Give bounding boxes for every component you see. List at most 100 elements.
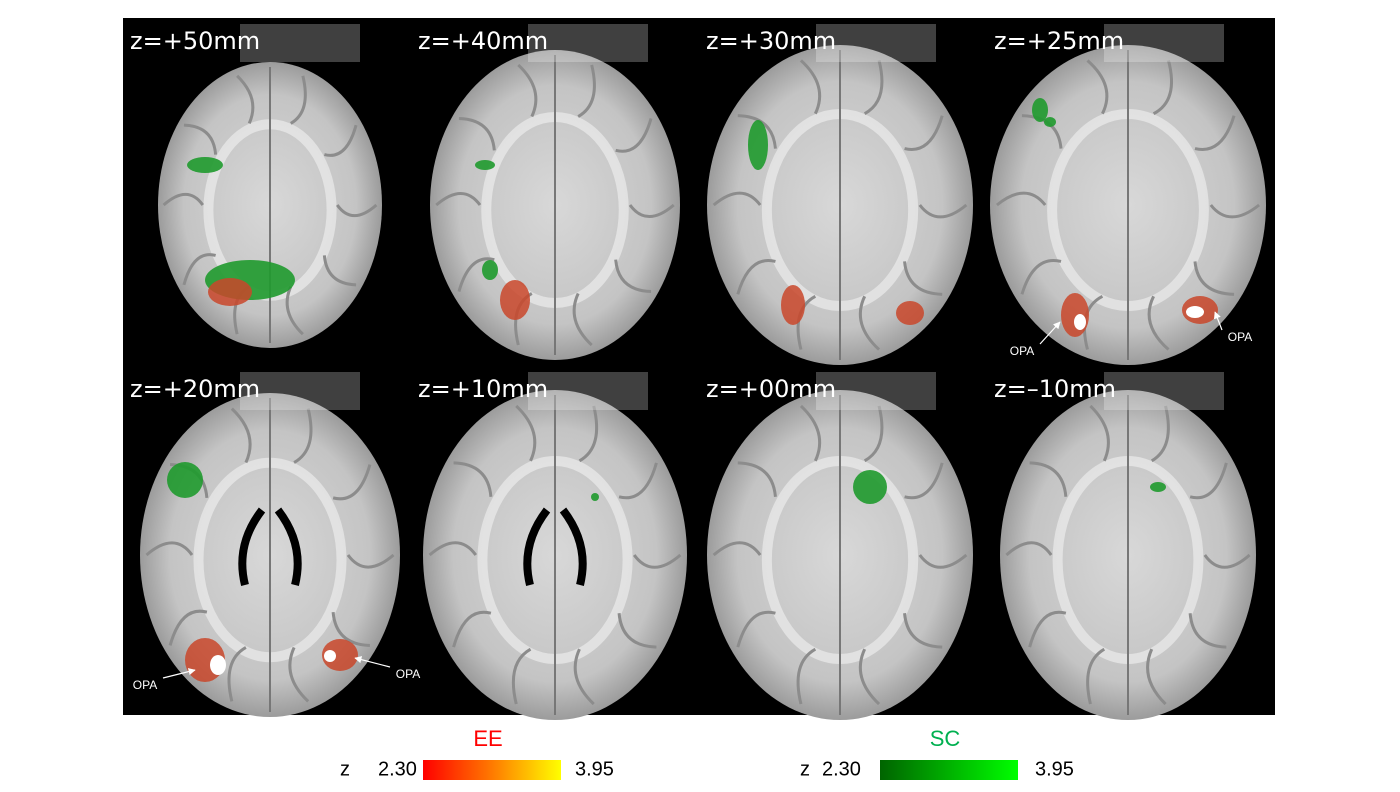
sulcus	[452, 610, 492, 648]
sc-cluster	[482, 260, 498, 280]
sulcus	[918, 553, 968, 569]
slice-label: z=+40mm	[418, 27, 548, 55]
colorbar-max: 3.95	[1035, 758, 1074, 780]
slice-label: z=+50mm	[130, 27, 260, 55]
brain-slice	[140, 393, 400, 717]
sc-cluster	[853, 470, 887, 504]
slice-label: z=+20mm	[130, 375, 260, 403]
ventricle	[238, 507, 302, 586]
sulcus	[511, 647, 532, 705]
label-backdrop	[528, 24, 648, 62]
sulcus	[918, 203, 968, 219]
sulcus	[1203, 553, 1251, 569]
sc-cluster	[167, 462, 203, 498]
colorbar-min: 2.30	[378, 758, 417, 780]
ee-cluster	[1061, 293, 1089, 337]
sulcus	[615, 118, 653, 153]
sulcus	[1005, 541, 1053, 557]
label-backdrop	[240, 24, 360, 62]
colorbar-max: 3.95	[575, 758, 614, 780]
sulcus	[1189, 462, 1228, 500]
brain-slice	[423, 390, 687, 720]
sulcus	[1194, 115, 1236, 151]
sulcus	[453, 461, 493, 497]
sulcus	[1146, 648, 1167, 706]
sulcus	[293, 408, 313, 464]
sulcus	[737, 114, 777, 149]
label-backdrop	[816, 372, 936, 410]
slice-label: z=+10mm	[418, 375, 548, 403]
sulcus	[288, 646, 310, 703]
sulcus	[578, 405, 599, 463]
sulcus	[1028, 610, 1067, 648]
sc-cluster	[475, 160, 495, 170]
brain-slice	[707, 45, 973, 365]
annotation: OPA	[1010, 344, 1034, 358]
sulcus	[903, 613, 943, 649]
sc-cluster	[187, 157, 223, 173]
sulcus	[457, 257, 495, 292]
overlap-cluster	[1074, 314, 1086, 330]
colorbar-title: EE	[473, 726, 502, 751]
sulcus	[712, 191, 762, 207]
sulcus	[182, 253, 217, 286]
sulcus	[632, 553, 682, 569]
sulcus	[614, 259, 652, 294]
sulcus	[227, 646, 247, 702]
brain-slice	[158, 62, 382, 348]
sulcus	[1209, 203, 1261, 219]
overlap-cluster	[1186, 306, 1204, 318]
label-backdrop	[528, 372, 648, 410]
ee-cluster	[322, 639, 358, 671]
sulcus	[572, 292, 593, 347]
sulcus	[332, 464, 372, 501]
sulcus	[289, 75, 307, 125]
sc-cluster	[748, 120, 768, 170]
brain-slice	[430, 50, 680, 360]
sulcus	[515, 404, 537, 462]
ee-cluster	[500, 280, 530, 320]
sulcus	[796, 647, 817, 705]
brain-slice	[1000, 390, 1256, 720]
sulcus	[168, 609, 208, 646]
sulcus	[858, 648, 881, 706]
sulcus	[573, 648, 595, 706]
sulcus	[904, 462, 944, 500]
ee-cluster	[896, 301, 924, 325]
ee-cluster	[781, 285, 805, 325]
sulcus	[1086, 647, 1106, 705]
colorbar-min: 2.30	[822, 758, 861, 780]
sc-cluster	[1032, 98, 1048, 122]
sulcus	[1188, 613, 1227, 649]
overlap-cluster	[324, 650, 336, 662]
sulcus	[799, 404, 822, 462]
sulcus	[322, 255, 357, 287]
sulcus	[903, 261, 943, 296]
sulcus	[799, 59, 822, 115]
sulcus	[458, 116, 496, 151]
sulcus	[1089, 404, 1110, 462]
sulcus	[995, 191, 1047, 207]
sulcus	[285, 285, 304, 336]
label-backdrop	[816, 24, 936, 62]
sc-cluster	[1044, 117, 1056, 127]
slice-label: z=+30mm	[706, 27, 836, 55]
sulcus	[618, 462, 658, 500]
sulcus	[736, 610, 776, 648]
sulcus	[863, 60, 884, 116]
sulcus	[335, 203, 378, 218]
overlap-cluster	[210, 655, 226, 675]
colorbar	[423, 760, 561, 780]
colorbar	[880, 760, 1018, 780]
sulcus	[858, 295, 881, 351]
sulcus	[628, 203, 675, 219]
sulcus	[323, 124, 358, 157]
sulcus	[230, 407, 252, 464]
sulcus	[1193, 261, 1235, 296]
sulcus	[183, 123, 218, 155]
sulcus	[577, 64, 596, 118]
sc-cluster	[1150, 482, 1166, 492]
brain-slice	[707, 390, 973, 720]
